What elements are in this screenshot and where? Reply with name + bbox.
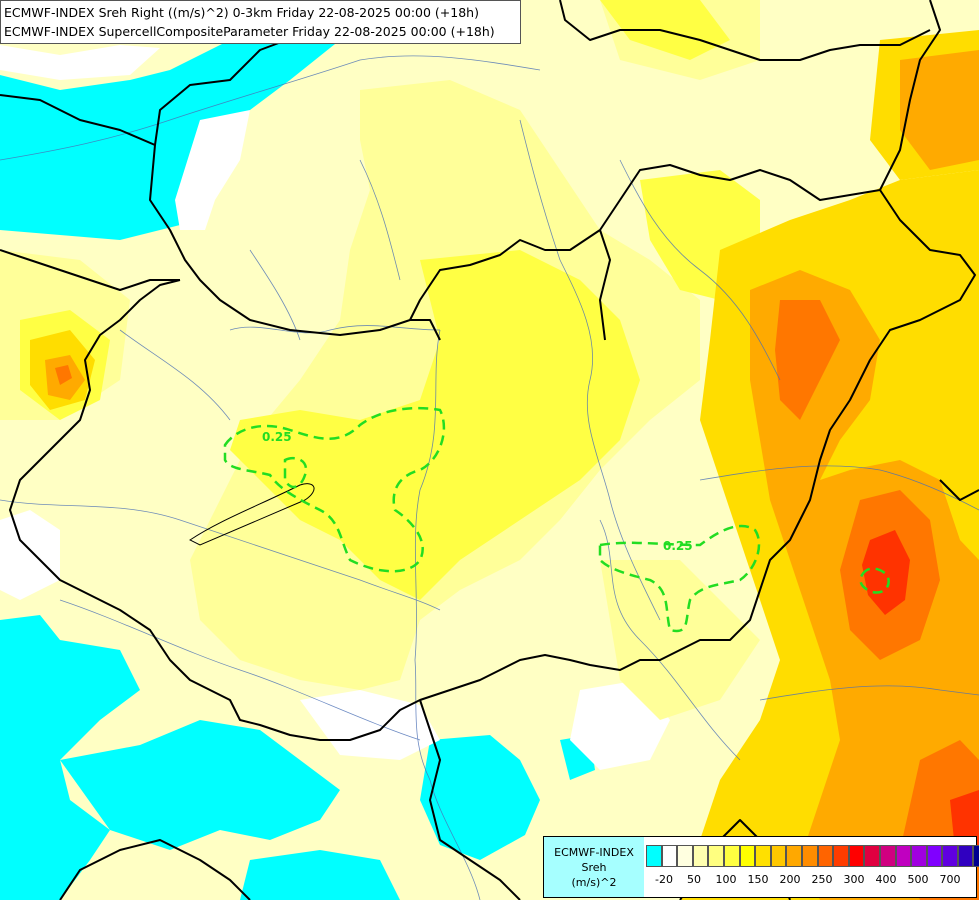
legend-label: ECMWF-INDEX Sreh (m/s)^2 xyxy=(544,837,644,897)
legend-swatch xyxy=(692,845,709,867)
legend-swatch xyxy=(911,845,927,867)
legend-swatch xyxy=(723,845,740,867)
legend-swatch xyxy=(833,845,849,867)
legend-swatch xyxy=(739,845,756,867)
legend-tick-labels: -20 50 100 150 200 250 300 400 500 700 xyxy=(646,873,976,889)
legend-tick: 400 xyxy=(875,873,897,886)
legend-swatch xyxy=(770,845,787,867)
contour-label-west: 0.25 xyxy=(262,430,292,444)
legend-label-line-1: ECMWF-INDEX xyxy=(554,846,634,859)
map-title-line-1: ECMWF-INDEX Sreh Right ((m/s)^2) 0-3km F… xyxy=(4,5,479,20)
legend-swatch xyxy=(973,845,979,867)
legend-swatch xyxy=(755,845,771,867)
contour-label-east: 0.25 xyxy=(663,539,693,553)
legend-swatch xyxy=(786,845,802,867)
legend-tick: 500 xyxy=(907,873,929,886)
rivers xyxy=(0,55,979,900)
legend-color-swatches xyxy=(646,845,979,867)
legend-swatch xyxy=(879,845,896,867)
legend-swatch xyxy=(942,845,958,867)
legend-swatch xyxy=(646,845,662,867)
legend-swatch xyxy=(817,845,834,867)
lake-balaton xyxy=(189,483,315,546)
legend-tick: 100 xyxy=(715,873,737,886)
color-legend: ECMWF-INDEX Sreh (m/s)^2 -20 50 100 150 200 2… xyxy=(543,836,979,898)
legend-tick: -20 xyxy=(655,873,673,886)
legend-swatch xyxy=(957,845,974,867)
scp-contours xyxy=(223,406,890,633)
legend-swatch xyxy=(926,845,943,867)
legend-tick: 200 xyxy=(779,873,801,886)
legend-swatch xyxy=(848,845,865,867)
legend-swatch xyxy=(677,845,693,867)
legend-swatch xyxy=(801,845,818,867)
legend-tick: 300 xyxy=(843,873,865,886)
legend-swatch xyxy=(708,845,724,867)
map-title-box: ECMWF-INDEX Sreh Right ((m/s)^2) 0-3km F… xyxy=(0,0,521,44)
map-title-line-2: ECMWF-INDEX SupercellCompositeParameter … xyxy=(4,24,495,39)
legend-label-line-2: Sreh xyxy=(581,861,607,874)
legend-swatch xyxy=(864,845,880,867)
legend-tick: 150 xyxy=(747,873,769,886)
legend-label-line-3: (m/s)^2 xyxy=(571,876,617,889)
legend-swatch xyxy=(661,845,678,867)
legend-tick: 700 xyxy=(939,873,961,886)
legend-tick: 50 xyxy=(687,873,701,886)
legend-tick: 250 xyxy=(811,873,833,886)
legend-swatch xyxy=(895,845,912,867)
